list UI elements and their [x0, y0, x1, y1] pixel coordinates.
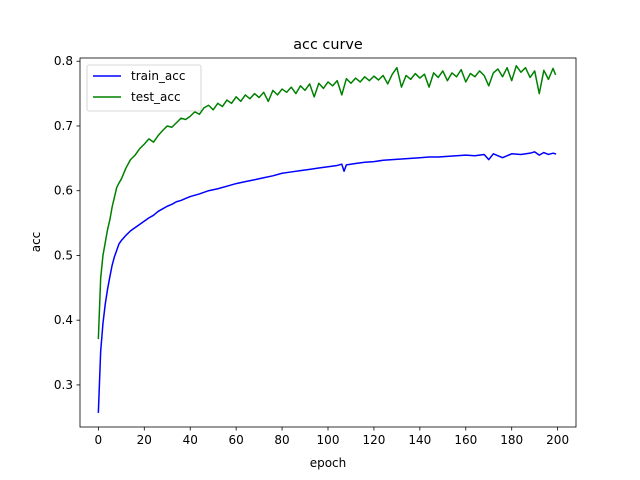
y-tick-label: 0.8 — [54, 54, 73, 68]
y-axis: 0.3 0.4 0.5 0.6 0.7 0.8 — [54, 54, 80, 392]
x-tick-label: 160 — [454, 433, 477, 447]
x-tick-label: 120 — [362, 433, 385, 447]
series-line-test-acc — [97, 65, 557, 340]
x-tick-label: 0 — [95, 433, 103, 447]
y-tick-label: 0.6 — [54, 184, 73, 198]
legend-label-train-acc: train_acc — [131, 69, 185, 83]
x-tick-label: 80 — [274, 433, 289, 447]
y-tick-label: 0.4 — [54, 313, 73, 327]
x-tick-label: 100 — [317, 433, 340, 447]
series-line-train-acc — [97, 151, 557, 413]
y-axis-label: acc — [29, 232, 43, 253]
series-layer — [97, 65, 557, 413]
x-tick-label: 20 — [137, 433, 152, 447]
y-tick-label: 0.3 — [54, 378, 73, 392]
x-axis: 0 20 40 60 80 100 120 140 160 180 200 — [95, 427, 569, 447]
x-tick-label: 40 — [183, 433, 198, 447]
x-tick-label: 200 — [546, 433, 569, 447]
y-tick-label: 0.5 — [54, 248, 73, 262]
legend-label-test-acc: test_acc — [131, 90, 181, 104]
y-tick-label: 0.7 — [54, 119, 73, 133]
x-tick-label: 180 — [500, 433, 523, 447]
x-tick-label: 140 — [408, 433, 431, 447]
x-axis-label: epoch — [310, 456, 347, 470]
legend: train_acc test_acc — [86, 64, 202, 112]
chart-title: acc curve — [293, 37, 363, 53]
x-tick-label: 60 — [229, 433, 244, 447]
